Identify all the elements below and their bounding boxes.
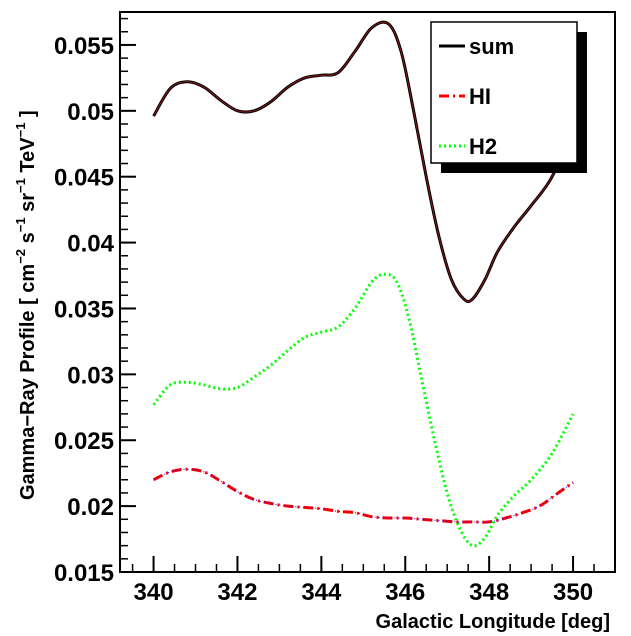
y-tick-label: 0.03	[67, 362, 114, 389]
x-tick-label: 350	[553, 579, 593, 606]
axis-ticks: 340 342 344 346 348 350 0.015 0.02 0.025 0.03 0.03…	[54, 17, 616, 606]
axes-frame	[119, 11, 616, 573]
legend-label-hi: HI	[469, 84, 491, 109]
y-axis-title-sup3: −1	[13, 178, 28, 193]
y-axis-title: Gamma−Ray Profile [ cm−2 s−1 sr−1 TeV−1 …	[13, 110, 39, 500]
legend-label-sum: sum	[469, 34, 514, 59]
x-tick-label: 346	[385, 579, 425, 606]
y-tick-label: 0.015	[54, 560, 114, 587]
y-axis-title-sup4: −1	[13, 123, 28, 138]
y-axis-title-part3: sr	[17, 193, 39, 218]
y-axis-title-sup2: −1	[13, 217, 28, 232]
y-tick-label: 0.055	[54, 33, 114, 60]
x-tick-label: 342	[217, 579, 257, 606]
legend: sum HI H2	[430, 21, 587, 173]
y-tick-label: 0.04	[67, 231, 114, 258]
y-axis-title-part2: s	[17, 232, 39, 249]
legend-label-h2: H2	[469, 134, 497, 159]
series-line-sum-core	[153, 21, 574, 303]
series-lines	[152, 20, 575, 548]
series-line-hi-core	[153, 468, 574, 523]
y-tick-label: 0.05	[67, 99, 114, 126]
x-tick-label: 344	[301, 579, 342, 606]
series-line-h2	[152, 272, 575, 548]
y-tick-label: 0.045	[54, 165, 114, 192]
x-tick-label: 348	[469, 579, 509, 606]
y-axis-title-end: ]	[17, 110, 39, 122]
y-axis-title-sup1: −2	[13, 249, 28, 264]
y-tick-label: 0.035	[54, 296, 114, 323]
plot-frame	[119, 11, 616, 573]
x-tick-label: 340	[134, 579, 174, 606]
y-tick-label: 0.02	[67, 494, 114, 521]
y-axis-title-part4: TeV	[17, 137, 39, 178]
y-tick-label: 0.025	[54, 428, 114, 455]
x-axis-title: Galactic Longitude [deg]	[376, 611, 610, 633]
y-axis-title-part1: Gamma−Ray Profile [ cm	[17, 264, 39, 500]
